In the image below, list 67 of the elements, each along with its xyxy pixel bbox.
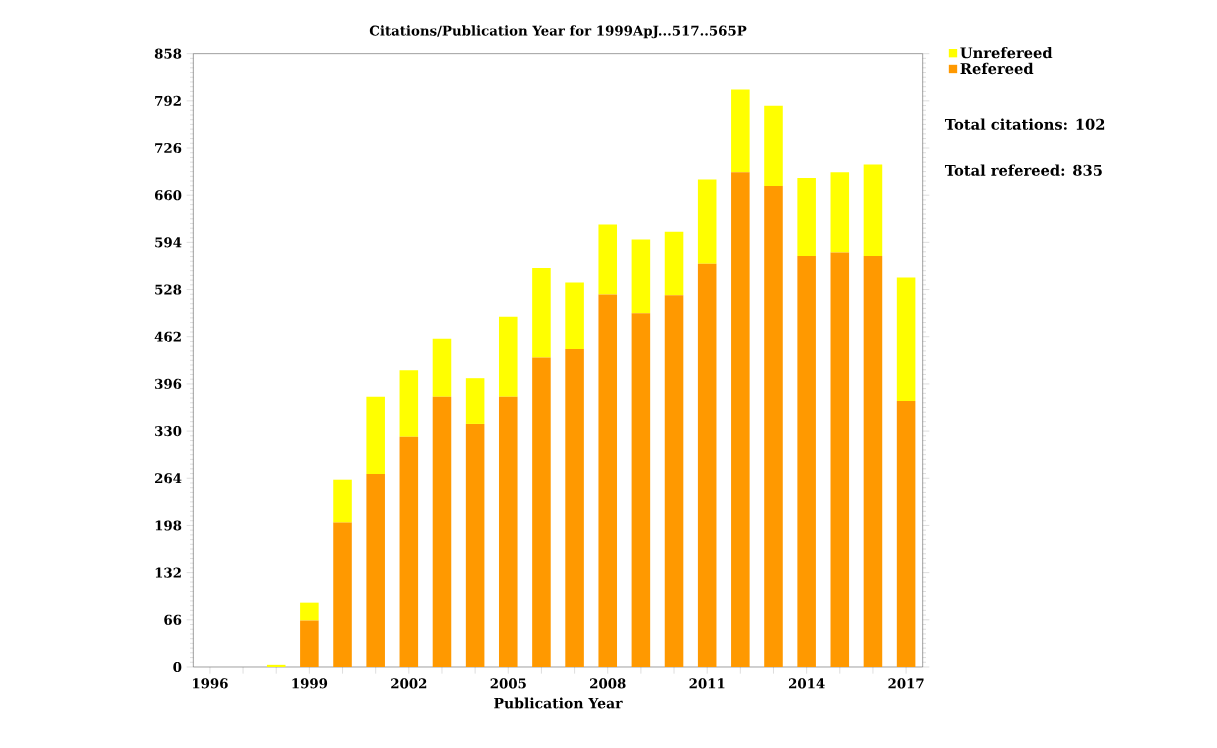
bar [300,620,319,667]
y-tick-label: 0 [173,661,182,673]
y-tick-label: 462 [154,331,181,342]
text: Total refereed: 835 [944,164,1102,176]
bar [797,255,816,667]
bar [366,473,385,667]
bar [697,179,717,264]
bar [333,479,352,523]
y-tick-label: 132 [155,567,181,578]
bar [863,164,883,256]
x-tick-label: 2014 [788,678,825,689]
bar [300,602,319,621]
bar [432,396,452,667]
bar [399,436,419,667]
x-tick-label: 2002 [391,678,427,689]
bar [731,89,750,173]
legend-label: Unrefereed [960,46,1053,59]
y-tick-label: 330 [155,426,182,437]
bar [764,185,783,667]
bar [797,178,816,256]
x-tick-label: 2008 [590,678,626,689]
bar [565,348,584,667]
y-tick-label: 66 [164,614,182,625]
bar [432,338,452,397]
bar [896,277,916,402]
chart-title: Citations/Publication Year for 1999ApJ...517..565P [369,25,747,39]
y-tick-label: 396 [155,378,182,389]
bar [863,255,883,667]
y-tick-label: 264 [155,473,182,484]
bar [399,370,419,437]
bar [499,396,518,667]
x-tick-label: 2011 [689,678,725,689]
bar [764,105,783,186]
bar [333,522,352,667]
bar [896,401,916,667]
bar [598,224,618,295]
y-tick-label: 528 [155,284,182,295]
x-tick-label: 2017 [888,678,924,689]
bar [631,313,651,667]
y-tick-label: 792 [155,95,181,106]
y-tick-label: 198 [155,520,182,531]
bar [532,357,551,667]
x-tick-label: 1996 [192,678,228,689]
bar [731,172,750,667]
bar [830,252,850,667]
text: Total citations: 102 [944,118,1105,130]
bar [465,378,485,424]
y-tick-label: 726 [155,142,182,154]
x-tick-label: 2005 [490,678,526,689]
bar [830,172,850,253]
bar [664,231,684,296]
bar [499,316,518,397]
y-tick-label: 660 [154,190,182,201]
x-axis-title: Publication Year [494,697,623,709]
bar [532,268,551,358]
bar [366,396,385,474]
y-tick-label: 858 [154,48,182,59]
bar [631,239,651,314]
y-tick-label: 594 [155,237,182,248]
bar [565,282,584,349]
bar [664,295,684,667]
x-tick-label: 1999 [292,678,328,689]
bar [465,423,485,667]
bar [266,664,286,667]
bar [697,263,717,667]
legend-label: Refereed [960,62,1034,75]
bar [598,294,618,667]
